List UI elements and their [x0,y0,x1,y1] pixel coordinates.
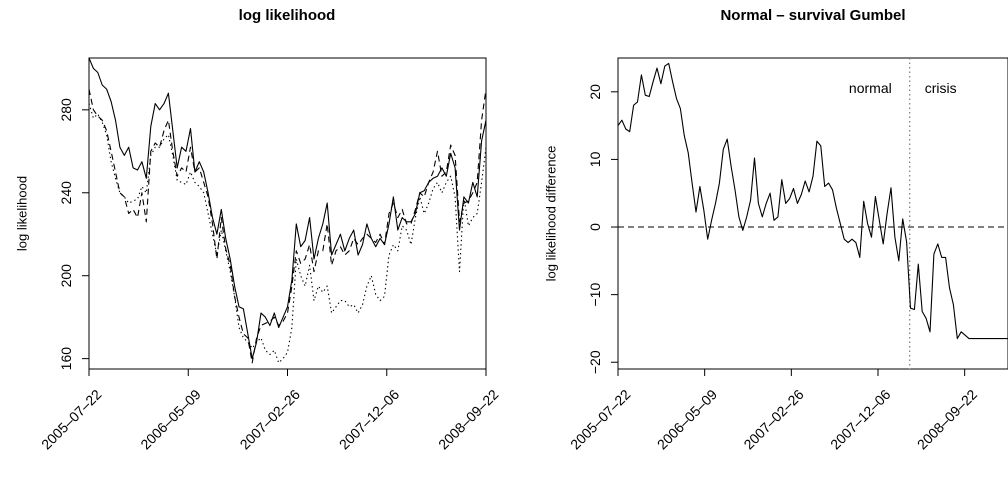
chart2-x-tick-label: 2008–09–22 [914,386,981,453]
chart1-title: log likelihood [239,7,336,24]
chart1-series-solid-line [89,58,486,360]
chart2-y-tick-label: 0 [587,223,603,231]
chart2-y-tick-label: 10 [587,151,603,167]
chart1-series-dashed-line [89,88,486,364]
chart2-x-tick-label: 2005–07–22 [567,386,634,453]
chart1-x-tick-label: 2008–09–22 [435,386,502,453]
chart1-plot-frame [88,57,487,370]
chart1-y-axis-label: log likelihood [15,176,30,251]
chart2-x-tick-label: 2007–12–06 [827,386,894,453]
chart2-y-axis-label: log likelihood difference [544,146,559,282]
chart2-x-tick-label: 2006–05–09 [654,386,721,453]
chart2-annotation-normal: normal [849,80,892,96]
chart2-title: Normal – survival Gumbel [720,7,905,24]
chart2-plot-frame [617,57,1008,370]
chart2-x-tick-label: 2007–02–26 [740,386,807,453]
chart1-x-tick-label: 2007–12–06 [336,386,403,453]
chart1-y-tick-label: 280 [58,98,74,122]
chart1-x-tick-label: 2007–02–26 [237,386,304,453]
chart1-y-tick-label: 200 [58,264,74,288]
chart1-x-tick-label: 2006–05–09 [137,386,204,453]
chart1-y-tick-label: 160 [58,347,74,371]
chart1-x-tick-label: 2005–07–22 [38,386,105,453]
chart-panel-1: log likelihood log likelihood 160 200 240 280… [15,7,502,453]
chart2-y-tick-label: −20 [587,350,603,374]
chart1-series-dotted-line [89,103,486,364]
chart1-y-tick-label: 240 [58,181,74,205]
chart-panel-2: Normal – survival Gumbel log likelihood d… [544,7,1008,453]
chart2-series-solid-line [618,62,1008,340]
chart2-annotation-crisis: crisis [925,80,957,96]
chart2-y-tick-label: −10 [587,283,603,307]
chart2-y-tick-label: 20 [587,84,603,100]
